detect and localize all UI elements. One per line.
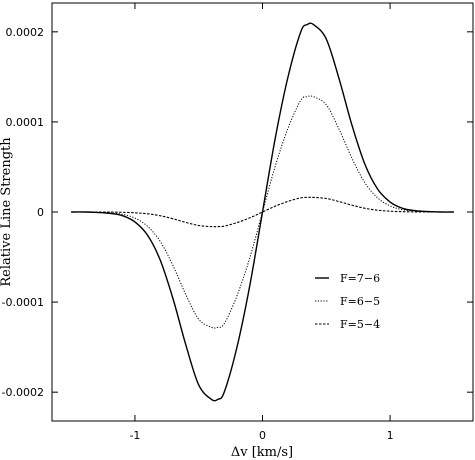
- legend-label: F=5−4: [340, 318, 380, 331]
- axis-ticks: -1 0 1 0.0002 0.0001 0 -0.0001 -0.0002: [2, 3, 473, 442]
- x-tick-label: 0: [259, 429, 266, 442]
- legend-label: F=6−5: [340, 295, 380, 308]
- series-line-2: [71, 95, 454, 329]
- y-tick-label: -0.0001: [2, 296, 44, 309]
- series-lines: [71, 22, 454, 402]
- y-tick-label: 0.0001: [6, 116, 45, 129]
- x-tick-label: 1: [387, 429, 394, 442]
- y-axis-label: Relative Line Strength: [0, 137, 14, 287]
- y-tick-label: -0.0002: [2, 386, 44, 399]
- x-tick-label: -1: [129, 429, 140, 442]
- x-axis-label: Δv [km/s]: [231, 445, 293, 460]
- legend-label: F=7−6: [340, 272, 380, 285]
- y-tick-label: 0: [37, 206, 44, 219]
- legend: F=7−6 F=6−5 F=5−4: [315, 272, 380, 331]
- y-tick-label: 0.0002: [6, 26, 45, 39]
